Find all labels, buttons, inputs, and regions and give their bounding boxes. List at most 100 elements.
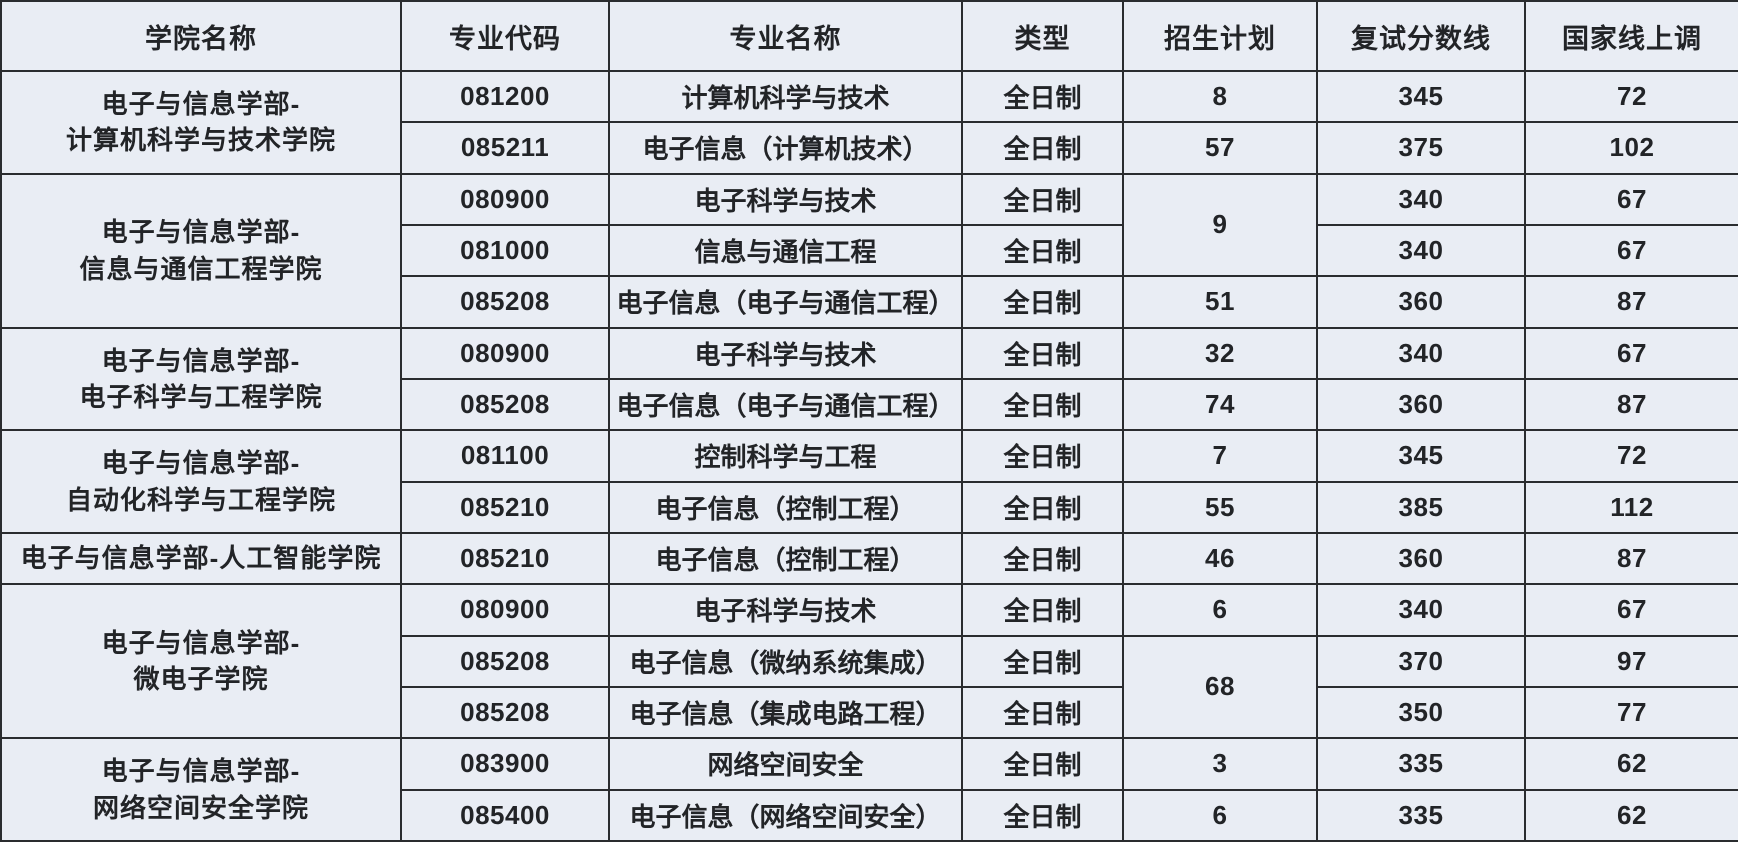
plan-cell: 9 <box>1122 172 1318 278</box>
table-row: 电子与信息学部- 自动化科学与工程学院 081100 控制科学与工程 全日制 7 345 7… <box>0 429 1738 534</box>
above-national-cell: 67 <box>1524 583 1738 637</box>
major-name-cell: 计算机科学与技术 <box>608 69 963 124</box>
table-row: 085208 电子信息（微纳系统集成） 全日制 68 370 97 <box>1 634 1738 740</box>
type-cell: 全日制 <box>961 429 1124 483</box>
table-row: 电子与信息学部- 微电子学院 080900 电子科学与技术 全日制 6 340 67 <box>0 583 1738 740</box>
score-line-cell: 335 <box>1316 737 1526 791</box>
major-code-cell: 085208 <box>400 634 610 688</box>
plan-cell: 6 <box>1122 583 1318 637</box>
major-code-cell: 085400 <box>400 788 610 842</box>
major-code-cell: 081200 <box>400 69 610 124</box>
type-cell: 全日制 <box>961 583 1124 637</box>
major-code-cell: 080900 <box>400 326 610 380</box>
header-row: 学院名称 专业代码 专业名称 类型 招生计划 复试分数线 国家线上调 <box>0 0 1738 72</box>
plan-cell: 8 <box>1122 69 1318 124</box>
plan-cell: 51 <box>1122 275 1318 329</box>
major-name-cell: 信息与通信工程 <box>608 223 963 278</box>
column-header-score-line: 复试分数线 <box>1316 0 1526 72</box>
score-line-cell: 360 <box>1316 377 1526 432</box>
major-code-cell: 083900 <box>400 737 610 791</box>
plan-cell: 32 <box>1122 326 1318 380</box>
table-row: 085210 电子信息（控制工程） 全日制 55 385 112 <box>1 480 1738 534</box>
major-code-cell: 080900 <box>400 172 610 226</box>
above-national-cell: 87 <box>1524 275 1738 329</box>
major-name-cell: 电子信息（微纳系统集成） <box>608 634 963 688</box>
plan-cell: 7 <box>1122 429 1318 483</box>
column-header-plan: 招生计划 <box>1122 0 1318 72</box>
above-national-cell: 67 <box>1524 172 1738 226</box>
type-cell: 全日制 <box>961 788 1124 842</box>
table-row: 085208 电子信息（集成电路工程） 全日制 350 77 <box>1 685 1738 740</box>
score-line-cell: 340 <box>1316 172 1526 226</box>
major-code-cell: 081000 <box>400 223 610 278</box>
major-name-cell: 电子信息（电子与通信工程） <box>608 377 963 432</box>
plan-cell: 57 <box>1122 121 1318 175</box>
major-code-cell: 085208 <box>400 275 610 329</box>
table-row: 085208 电子信息（电子与通信工程） 全日制 74 360 87 <box>1 377 1738 432</box>
score-line-cell: 345 <box>1316 69 1526 124</box>
table-body: 电子与信息学部- 计算机科学与技术学院 081200 计算机科学与技术 全日制 8 345… <box>0 69 1738 842</box>
major-name-cell: 电子科学与技术 <box>608 172 963 226</box>
above-national-cell: 112 <box>1524 480 1738 534</box>
table-row: 085208 电子信息（电子与通信工程） 全日制 51 360 87 <box>1 275 1738 329</box>
type-cell: 全日制 <box>961 223 1124 278</box>
type-cell: 全日制 <box>961 121 1124 175</box>
score-line-cell: 335 <box>1316 788 1526 842</box>
major-code-cell: 085211 <box>400 121 610 175</box>
major-name-cell: 电子信息（网络空间安全） <box>608 788 963 842</box>
type-cell: 全日制 <box>961 69 1124 124</box>
score-line-cell: 360 <box>1316 531 1526 586</box>
score-line-cell: 385 <box>1316 480 1526 534</box>
above-national-cell: 87 <box>1524 531 1738 586</box>
column-header-college: 学院名称 <box>0 0 402 72</box>
type-cell: 全日制 <box>961 634 1124 688</box>
table-header: 学院名称 专业代码 专业名称 类型 招生计划 复试分数线 国家线上调 <box>0 0 1738 72</box>
score-line-cell: 340 <box>1316 583 1526 637</box>
above-national-cell: 67 <box>1524 326 1738 380</box>
above-national-cell: 62 <box>1524 737 1738 791</box>
major-name-cell: 电子科学与技术 <box>608 326 963 380</box>
score-line-cell: 360 <box>1316 275 1526 329</box>
major-name-cell: 电子信息（电子与通信工程） <box>608 275 963 329</box>
plan-cell: 55 <box>1122 480 1318 534</box>
college-name-cell: 电子与信息学部- 电子科学与工程学院 <box>0 326 402 432</box>
major-name-cell: 电子信息（控制工程） <box>608 480 963 534</box>
table-row: 电子与信息学部-人工智能学院 085210 电子信息（控制工程） 全日制 46 360 87 <box>0 531 1738 586</box>
above-national-cell: 72 <box>1524 69 1738 124</box>
score-line-cell: 340 <box>1316 326 1526 380</box>
type-cell: 全日制 <box>961 326 1124 380</box>
type-cell: 全日制 <box>961 531 1124 586</box>
college-name-cell: 电子与信息学部- 信息与通信工程学院 <box>0 172 402 329</box>
score-line-cell: 340 <box>1316 223 1526 278</box>
major-code-cell: 080900 <box>400 583 610 637</box>
major-code-cell: 085210 <box>400 480 610 534</box>
type-cell: 全日制 <box>961 377 1124 432</box>
plan-cell: 6 <box>1122 788 1318 842</box>
score-line-cell: 350 <box>1316 685 1526 740</box>
major-name-cell: 控制科学与工程 <box>608 429 963 483</box>
table-row: 电子与信息学部- 信息与通信工程学院 080900 电子科学与技术 全日制 9 340 67 <box>0 172 1738 329</box>
plan-cell: 68 <box>1122 634 1318 740</box>
major-code-cell: 085210 <box>400 531 610 586</box>
major-code-cell: 081100 <box>400 429 610 483</box>
above-national-cell: 72 <box>1524 429 1738 483</box>
table-row: 081000 信息与通信工程 全日制 340 67 <box>1 223 1738 278</box>
major-name-cell: 电子科学与技术 <box>608 583 963 637</box>
above-national-cell: 102 <box>1524 121 1738 175</box>
plan-cell: 74 <box>1122 377 1318 432</box>
plan-cell: 46 <box>1122 531 1318 586</box>
college-name-cell: 电子与信息学部-人工智能学院 <box>0 531 402 586</box>
type-cell: 全日制 <box>961 275 1124 329</box>
college-name-cell: 电子与信息学部- 自动化科学与工程学院 <box>0 429 402 534</box>
plan-cell: 3 <box>1122 737 1318 791</box>
type-cell: 全日制 <box>961 685 1124 740</box>
score-line-cell: 375 <box>1316 121 1526 175</box>
table-row: 电子与信息学部- 网络空间安全学院 083900 网络空间安全 全日制 3 335 62 <box>0 737 1738 842</box>
column-header-type: 类型 <box>961 0 1124 72</box>
above-national-cell: 87 <box>1524 377 1738 432</box>
table-row: 085211 电子信息（计算机技术） 全日制 57 375 102 <box>1 121 1738 175</box>
major-name-cell: 网络空间安全 <box>608 737 963 791</box>
score-line-cell: 370 <box>1316 634 1526 688</box>
